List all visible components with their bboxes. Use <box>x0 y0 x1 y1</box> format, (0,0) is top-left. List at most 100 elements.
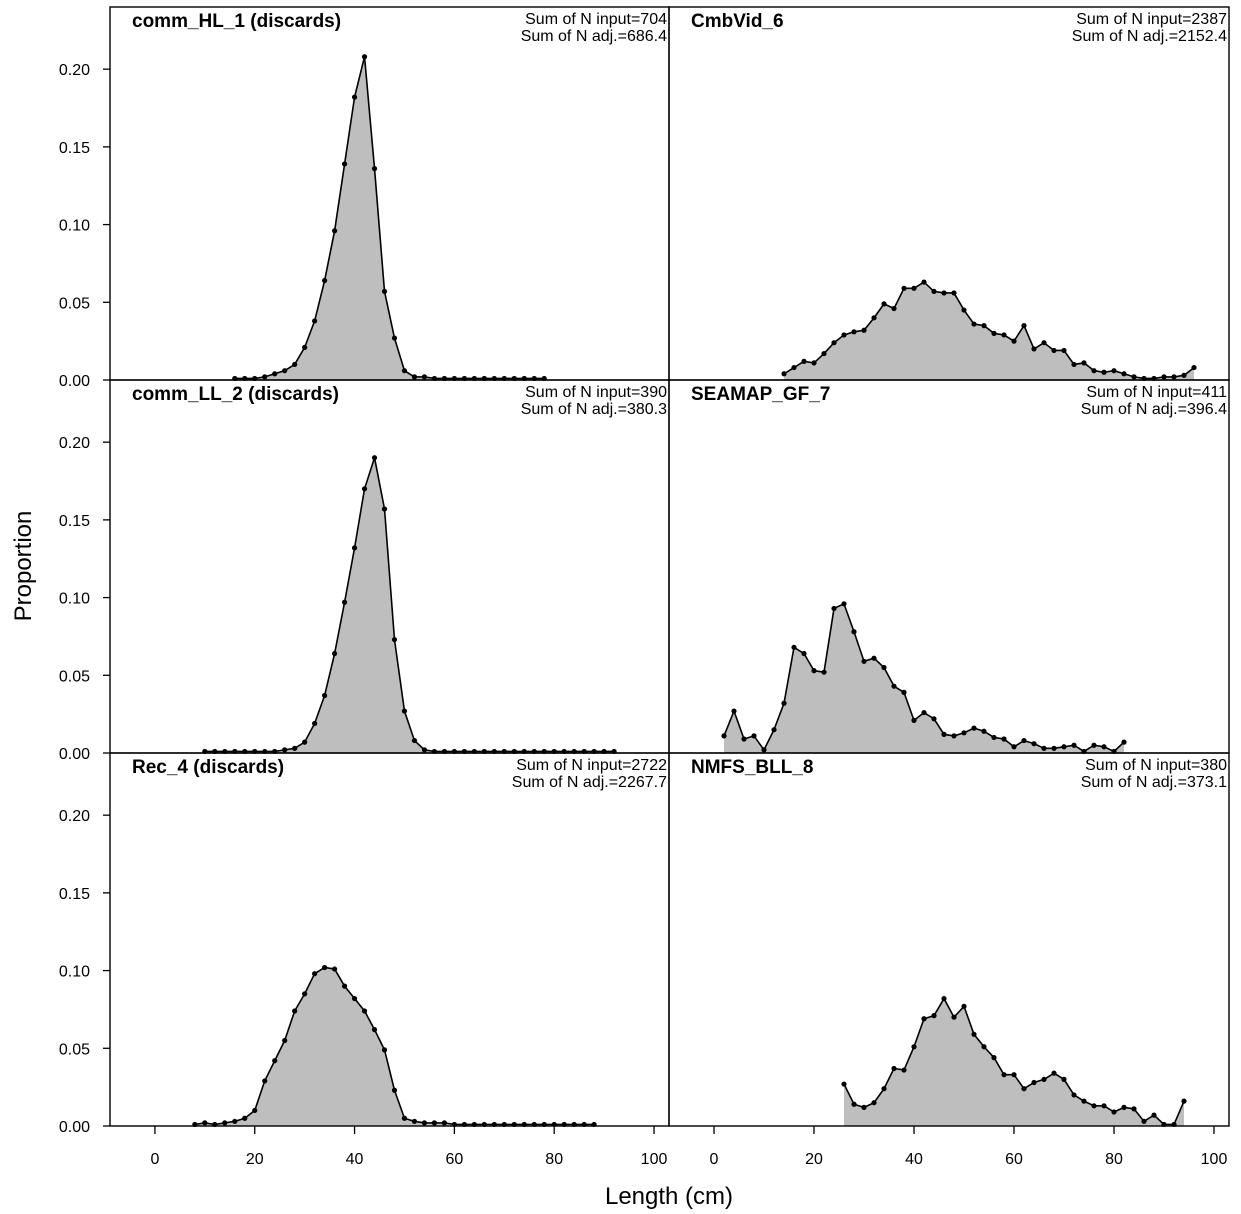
data-point <box>921 279 927 285</box>
data-point <box>332 228 338 234</box>
data-point <box>991 1055 997 1061</box>
data-point <box>421 747 428 753</box>
y-tick-label: 0.20 <box>59 808 90 825</box>
data-point <box>1091 368 1097 374</box>
data-point <box>411 1118 418 1124</box>
y-tick-label: 0.15 <box>59 886 90 903</box>
y-axis-title: Proportion <box>10 511 37 622</box>
data-point <box>381 288 388 295</box>
data-point <box>831 340 837 346</box>
data-point <box>391 636 398 643</box>
data-point <box>941 731 947 737</box>
y-tick-label: 0.05 <box>59 1041 90 1058</box>
data-point <box>361 54 368 60</box>
data-point <box>391 1087 398 1093</box>
data-point <box>1181 372 1187 378</box>
panel-title: comm_HL_1 (discards) <box>132 11 341 32</box>
y-tick-label: 0.10 <box>59 218 90 235</box>
data-point <box>1121 1104 1127 1110</box>
data-point <box>242 1115 248 1121</box>
data-point <box>841 601 847 607</box>
area-fill <box>784 282 1194 380</box>
data-point <box>411 737 418 744</box>
data-point <box>401 708 408 714</box>
data-point <box>1051 1070 1057 1076</box>
data-point <box>1021 323 1027 329</box>
sum-n-input: Sum of N input=411 <box>1086 384 1227 401</box>
data-point <box>371 166 378 172</box>
sum-n-input: Sum of N input=2387 <box>1076 11 1227 28</box>
data-point <box>751 733 757 739</box>
data-point <box>282 747 288 753</box>
data-point <box>951 733 957 739</box>
data-point <box>341 161 348 167</box>
data-point <box>1101 369 1107 375</box>
sum-n-input: Sum of N input=2722 <box>516 757 667 774</box>
data-point <box>1071 361 1077 368</box>
data-point <box>921 709 927 716</box>
data-point <box>821 669 827 675</box>
data-point <box>801 650 807 657</box>
series-line <box>204 457 615 753</box>
data-point <box>341 983 348 989</box>
data-point <box>1061 1076 1067 1082</box>
data-point <box>1041 340 1047 346</box>
data-point <box>1051 745 1057 751</box>
data-point <box>791 364 797 371</box>
data-point <box>1011 338 1017 344</box>
data-point <box>1171 374 1177 380</box>
data-point <box>371 1027 378 1033</box>
data-point <box>381 1047 388 1053</box>
y-tick-label: 0.15 <box>59 513 90 530</box>
data-point <box>931 288 937 295</box>
data-point <box>911 1044 917 1050</box>
y-tick-label: 0.10 <box>59 591 90 608</box>
panels-group: comm_HL_1 (discards) Sum of N input=704Su… <box>109 6 1230 1128</box>
data-point <box>981 323 987 329</box>
data-point <box>941 995 947 1002</box>
data-point <box>341 599 348 605</box>
data-point <box>771 727 777 733</box>
data-point <box>1111 368 1117 374</box>
data-point <box>1001 736 1007 742</box>
data-point <box>1181 1098 1187 1104</box>
data-point <box>441 1120 447 1126</box>
data-point <box>761 747 767 753</box>
data-point <box>1061 744 1067 750</box>
y-tick-label: 0.05 <box>59 668 90 685</box>
data-point <box>1011 1072 1017 1078</box>
data-point <box>361 1008 368 1014</box>
data-point <box>871 1100 877 1106</box>
area-fill <box>234 56 545 380</box>
data-point <box>332 650 338 657</box>
data-point <box>302 344 308 350</box>
data-point <box>741 736 747 742</box>
axes-group: 0.00 0.05 0.10 0.15 0.20 0.00 0.05 0.10 0.15 0.20… <box>59 62 1228 1168</box>
panel-title: Rec_4 (discards) <box>132 757 284 778</box>
data-point <box>431 1120 438 1126</box>
sum-n-adjusted: Sum of N adj.=2267.7 <box>512 774 667 791</box>
data-point <box>811 668 817 674</box>
data-point <box>252 1107 258 1114</box>
data-point <box>282 1037 288 1044</box>
data-point <box>1091 1103 1097 1109</box>
data-point <box>292 361 298 368</box>
data-point <box>401 368 408 374</box>
data-point <box>781 371 787 377</box>
data-point <box>731 708 737 714</box>
data-point <box>391 335 398 341</box>
data-point <box>861 327 867 333</box>
data-point <box>1071 742 1077 748</box>
data-point <box>911 717 917 723</box>
panel-1: comm_HL_1 (discards) Sum of N input=704Su… <box>109 6 670 382</box>
data-point <box>961 1003 967 1009</box>
x-tick-label: 0 <box>710 1151 719 1168</box>
data-point <box>1121 739 1127 745</box>
data-point <box>1011 744 1017 750</box>
data-point <box>881 1086 887 1092</box>
data-point <box>1101 1103 1107 1109</box>
data-point <box>371 455 378 461</box>
data-point <box>322 692 328 699</box>
